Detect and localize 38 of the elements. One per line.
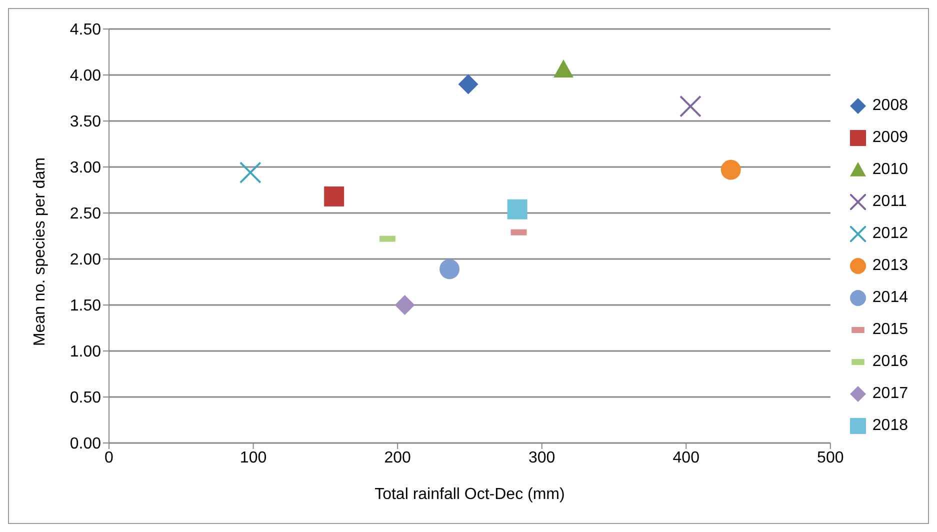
legend-label: 2017 — [872, 385, 908, 403]
y-tick-label: 2.00 — [70, 252, 102, 269]
point — [394, 295, 415, 315]
x-tick-label: 400 — [672, 449, 700, 466]
point — [239, 162, 262, 184]
y-axis-title: Mean no. species per dam — [32, 157, 49, 346]
point — [440, 259, 460, 280]
point — [458, 74, 478, 94]
point — [324, 186, 344, 206]
legend-label: 2012 — [872, 225, 908, 243]
y-tick-label: 3.00 — [70, 160, 102, 177]
x-tick-label: 100 — [240, 449, 267, 466]
legend-label: 2010 — [872, 161, 908, 179]
legend-label: 2013 — [872, 257, 908, 275]
y-tick-label: 4.50 — [70, 22, 102, 39]
legend-label: 2014 — [872, 289, 908, 307]
point — [507, 199, 528, 220]
legend-label: 2015 — [872, 321, 908, 339]
legend-label: 2009 — [872, 129, 908, 147]
y-tick-label: 3.50 — [70, 114, 102, 131]
y-tick-label: 1.50 — [70, 298, 102, 315]
y-tick-label: 0.50 — [70, 390, 102, 407]
x-tick-label: 500 — [817, 449, 844, 466]
y-tick-label: 1.00 — [70, 344, 102, 361]
point — [679, 95, 702, 118]
x-axis-title: Total rainfall Oct-Dec (mm) — [374, 486, 565, 503]
point — [553, 59, 574, 78]
y-tick-label: 0.00 — [70, 436, 102, 453]
x-tick-label: 200 — [384, 449, 412, 466]
legend-label: 2018 — [872, 417, 908, 435]
x-tick-label: 300 — [528, 449, 556, 466]
legend-label: 2008 — [872, 97, 908, 115]
y-tick-label: 2.50 — [70, 206, 102, 223]
point — [720, 160, 741, 180]
y-tick-label: 4.00 — [70, 68, 102, 85]
x-tick-label: 0 — [104, 449, 114, 466]
legend-label: 2011 — [872, 193, 907, 211]
legend-label: 2016 — [872, 353, 908, 371]
